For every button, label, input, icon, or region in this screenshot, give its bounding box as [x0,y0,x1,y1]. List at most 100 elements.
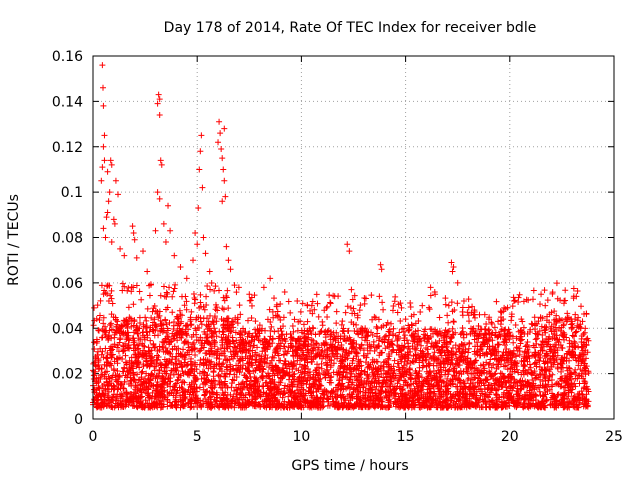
data-point [384,319,391,326]
data-point [484,376,491,383]
data-point [578,344,585,351]
data-point [239,325,246,332]
data-point [128,359,135,366]
data-point [246,297,253,304]
data-point [260,344,267,351]
data-point [436,369,443,376]
data-point [325,389,332,396]
data-point [128,323,135,330]
data-point [566,357,573,364]
data-point [275,335,282,342]
data-point [316,378,323,385]
data-point [358,342,365,349]
data-point [379,338,386,345]
data-point [148,371,155,378]
data-point [354,312,361,319]
data-point [484,343,491,350]
data-point [99,348,106,355]
data-point [204,398,211,405]
data-point [169,402,176,409]
data-point [504,351,511,358]
data-point [94,352,101,359]
data-point [404,382,411,389]
data-point [431,356,438,363]
data-point [472,383,479,390]
data-point [465,296,472,303]
data-point [97,404,104,411]
data-point [236,392,243,399]
data-point [412,346,419,353]
data-point [95,392,102,399]
data-point [448,299,455,306]
data-point [188,403,195,410]
data-point [122,399,129,406]
data-point [145,394,152,401]
data-point [289,383,296,390]
data-point [358,329,365,336]
data-point [104,382,111,389]
data-point [148,281,155,288]
data-point [475,323,482,330]
data-point [545,377,552,384]
data-point [387,382,394,389]
data-point [222,378,229,385]
data-point [253,351,260,358]
data-point [496,393,503,400]
data-point [380,367,387,374]
data-point [229,334,236,341]
data-point [285,298,292,305]
data-point [317,375,324,382]
data-point [310,398,317,405]
data-point [285,372,292,379]
data-point [502,342,509,349]
data-point [450,318,457,325]
data-point [132,327,139,334]
data-point [558,377,565,384]
data-point [513,391,520,398]
data-point [94,338,101,345]
data-point [258,355,265,362]
data-point [200,303,207,310]
data-point [532,336,539,343]
data-point [268,393,275,400]
data-point [90,339,97,346]
data-point [501,326,508,333]
data-point [93,403,100,410]
data-point [483,320,490,327]
data-point [236,345,243,352]
data-point [175,315,182,322]
data-point [220,360,227,367]
data-point [424,390,431,397]
x-tick-label: 15 [397,429,415,445]
data-point [143,317,150,324]
data-point [568,370,575,377]
data-point [458,371,465,378]
data-point [120,317,127,324]
data-point [160,321,167,328]
data-point [566,387,572,394]
data-point [357,345,364,352]
data-point [376,293,383,300]
data-point [234,386,241,393]
data-point [262,327,269,334]
data-point [466,340,473,347]
data-point [232,314,239,321]
data-point [108,362,115,369]
data-point [387,373,394,380]
data-point [297,398,304,405]
data-point [338,341,345,348]
data-point [551,308,558,315]
data-point [428,377,435,384]
data-point [309,324,316,331]
data-point [465,402,472,409]
data-point [206,340,213,347]
data-point [337,362,344,369]
data-point [405,322,412,329]
data-point [203,361,210,368]
data-point [521,331,528,338]
data-point [196,348,203,355]
data-point [308,330,315,337]
data-point [104,349,111,356]
data-point [350,337,357,344]
data-point [405,340,412,347]
